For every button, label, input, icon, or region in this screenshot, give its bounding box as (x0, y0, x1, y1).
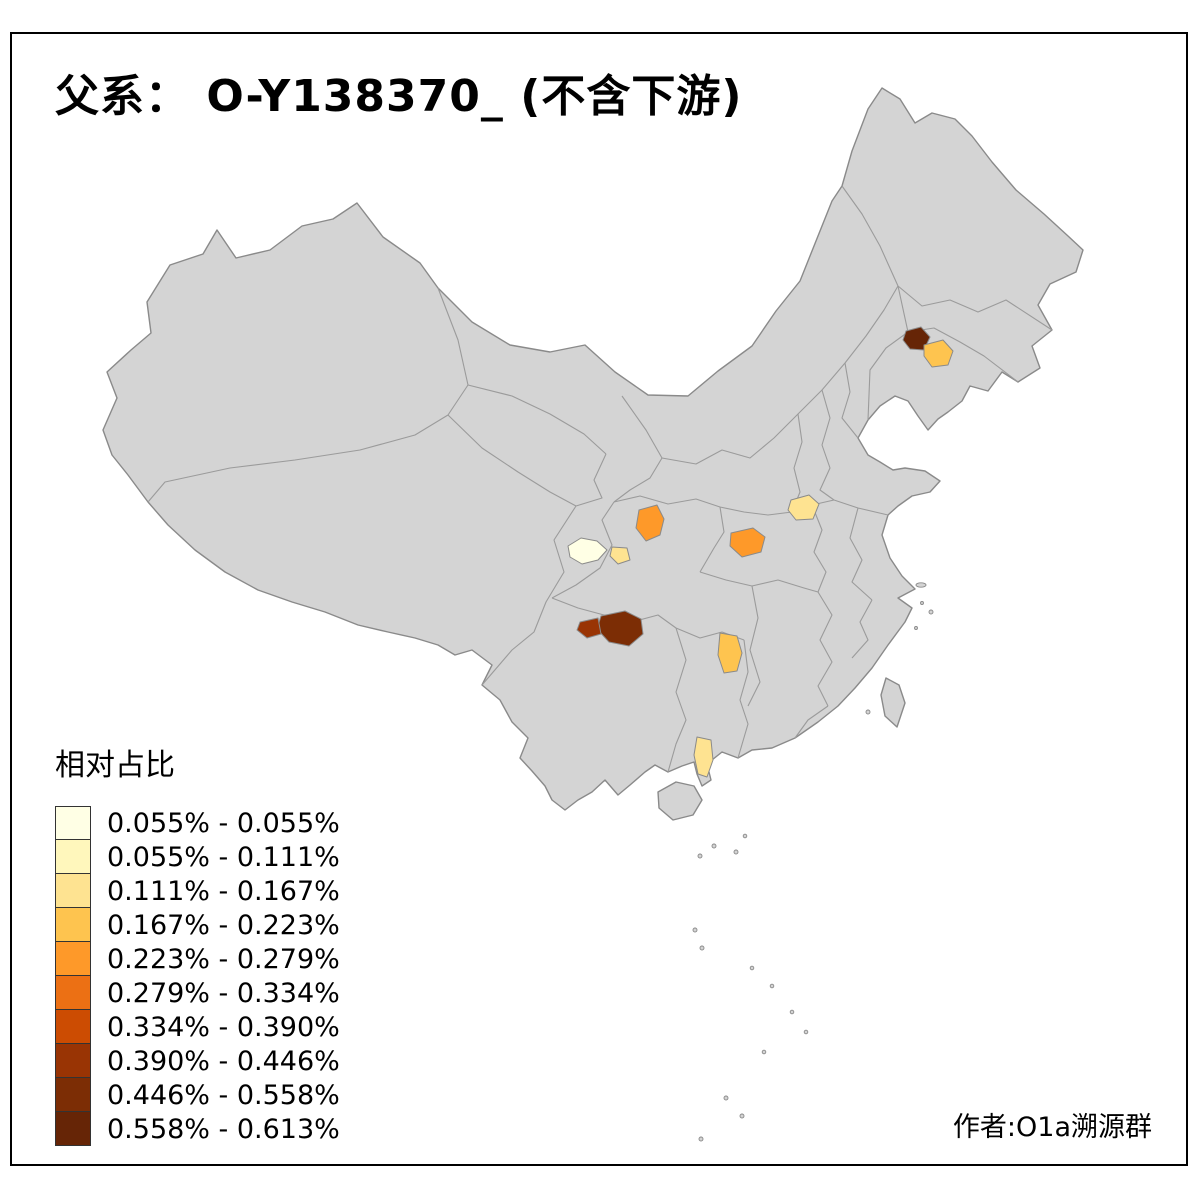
legend-swatch (55, 840, 91, 874)
province-border-line (849, 507, 873, 601)
island-speck (865, 709, 871, 715)
legend-label: 0.334% - 0.390% (107, 1011, 340, 1043)
province-border-line (851, 599, 873, 659)
island-speck (914, 626, 918, 630)
province-border-line (447, 414, 577, 507)
legend-label: 0.167% - 0.223% (107, 909, 340, 941)
highlighted-regions (567, 326, 954, 778)
legend-swatch (55, 806, 91, 840)
region-yunnan-b (576, 617, 602, 639)
legend-swatch (55, 1078, 91, 1112)
legend-swatch (55, 976, 91, 1010)
island-speck (920, 601, 924, 605)
province-border-line (817, 591, 833, 707)
province-border-line (613, 457, 663, 503)
province-border-line (667, 627, 687, 773)
province-border-line (794, 705, 829, 739)
province-border-line (699, 571, 819, 593)
province-border-line (621, 395, 663, 459)
region-henan (787, 494, 820, 521)
province-border-line (737, 639, 749, 759)
island-speck (928, 609, 934, 615)
island-speck (742, 833, 748, 839)
legend: 相对占比 0.055% - 0.055% 0.055% - 0.111% 0.111… (55, 740, 340, 1146)
land-group (102, 87, 1084, 821)
province-border-line (867, 285, 909, 421)
province-border-line (819, 389, 835, 501)
province-border-line (841, 185, 899, 287)
province-border-line (907, 327, 1019, 383)
island-speck (697, 853, 703, 859)
legend-label: 0.446% - 0.558% (107, 1079, 340, 1111)
legend-label: 0.279% - 0.334% (107, 977, 340, 1009)
legend-label: 0.390% - 0.446% (107, 1045, 340, 1077)
province-border-line (575, 453, 607, 507)
taiwan-island (880, 677, 906, 728)
island-speck (749, 965, 755, 971)
island-speck (761, 1049, 767, 1055)
legend-item: 0.167% - 0.223% (55, 908, 340, 942)
hainan-island (657, 781, 703, 821)
legend-title: 相对占比 (55, 748, 175, 783)
region-hubei (729, 527, 766, 558)
legend-label: 0.055% - 0.055% (107, 807, 340, 839)
legend-item: 0.334% - 0.390% (55, 1010, 340, 1044)
island-speck (699, 945, 705, 951)
province-border-line (147, 287, 469, 503)
legend-rows: 0.055% - 0.055% 0.055% - 0.111% 0.111% - 0… (55, 806, 340, 1146)
island-speck (711, 843, 717, 849)
region-sichuan-b (567, 537, 608, 565)
province-border-line (467, 384, 607, 455)
legend-item: 0.223% - 0.279% (55, 942, 340, 976)
legend-item: 0.055% - 0.111% (55, 840, 340, 874)
island-speck (698, 1136, 704, 1142)
province-border-line (841, 362, 859, 439)
island-speck (803, 1029, 809, 1035)
legend-item: 0.390% - 0.446% (55, 1044, 340, 1078)
province-borders (147, 185, 1053, 773)
mainland-outline (102, 87, 1084, 811)
island-speck (739, 1113, 745, 1119)
legend-item: 0.111% - 0.167% (55, 874, 340, 908)
province-border-line (747, 585, 761, 707)
legend-label: 0.223% - 0.279% (107, 943, 340, 975)
legend-item: 0.446% - 0.558% (55, 1078, 340, 1112)
island-speck (769, 983, 775, 989)
legend-swatch (55, 942, 91, 976)
map-title: 父系： O-Y138370_ (不含下游) (55, 71, 743, 122)
region-northeast-b (923, 339, 954, 368)
island-speck (915, 582, 927, 588)
region-sichuan-a (635, 504, 665, 542)
province-border-line (613, 495, 793, 516)
legend-swatch (55, 908, 91, 942)
province-border-line (481, 505, 577, 686)
author-credit: 作者:O1a溯源群 (952, 1112, 1152, 1143)
legend-swatch (55, 874, 91, 908)
legend-item: 0.055% - 0.055% (55, 806, 340, 840)
island-speck (692, 927, 698, 933)
legend-swatch (55, 1044, 91, 1078)
legend-swatch (55, 1010, 91, 1044)
legend-swatch (55, 1112, 91, 1146)
region-hunan (717, 632, 743, 674)
legend-label: 0.558% - 0.613% (107, 1113, 340, 1145)
region-sichuan-c (609, 546, 631, 565)
province-border-line (811, 504, 827, 593)
province-border-line (699, 506, 725, 573)
small-islands (692, 582, 934, 1142)
province-border-line (551, 501, 615, 599)
region-leizhou (693, 736, 714, 778)
legend-item: 0.558% - 0.613% (55, 1112, 340, 1146)
legend-label: 0.111% - 0.167% (107, 875, 340, 907)
island-speck (789, 1009, 795, 1015)
province-border-line (897, 285, 1053, 331)
island-speck (733, 849, 739, 855)
island-speck (723, 1095, 729, 1101)
legend-label: 0.055% - 0.111% (107, 841, 340, 873)
legend-item: 0.279% - 0.334% (55, 976, 340, 1010)
